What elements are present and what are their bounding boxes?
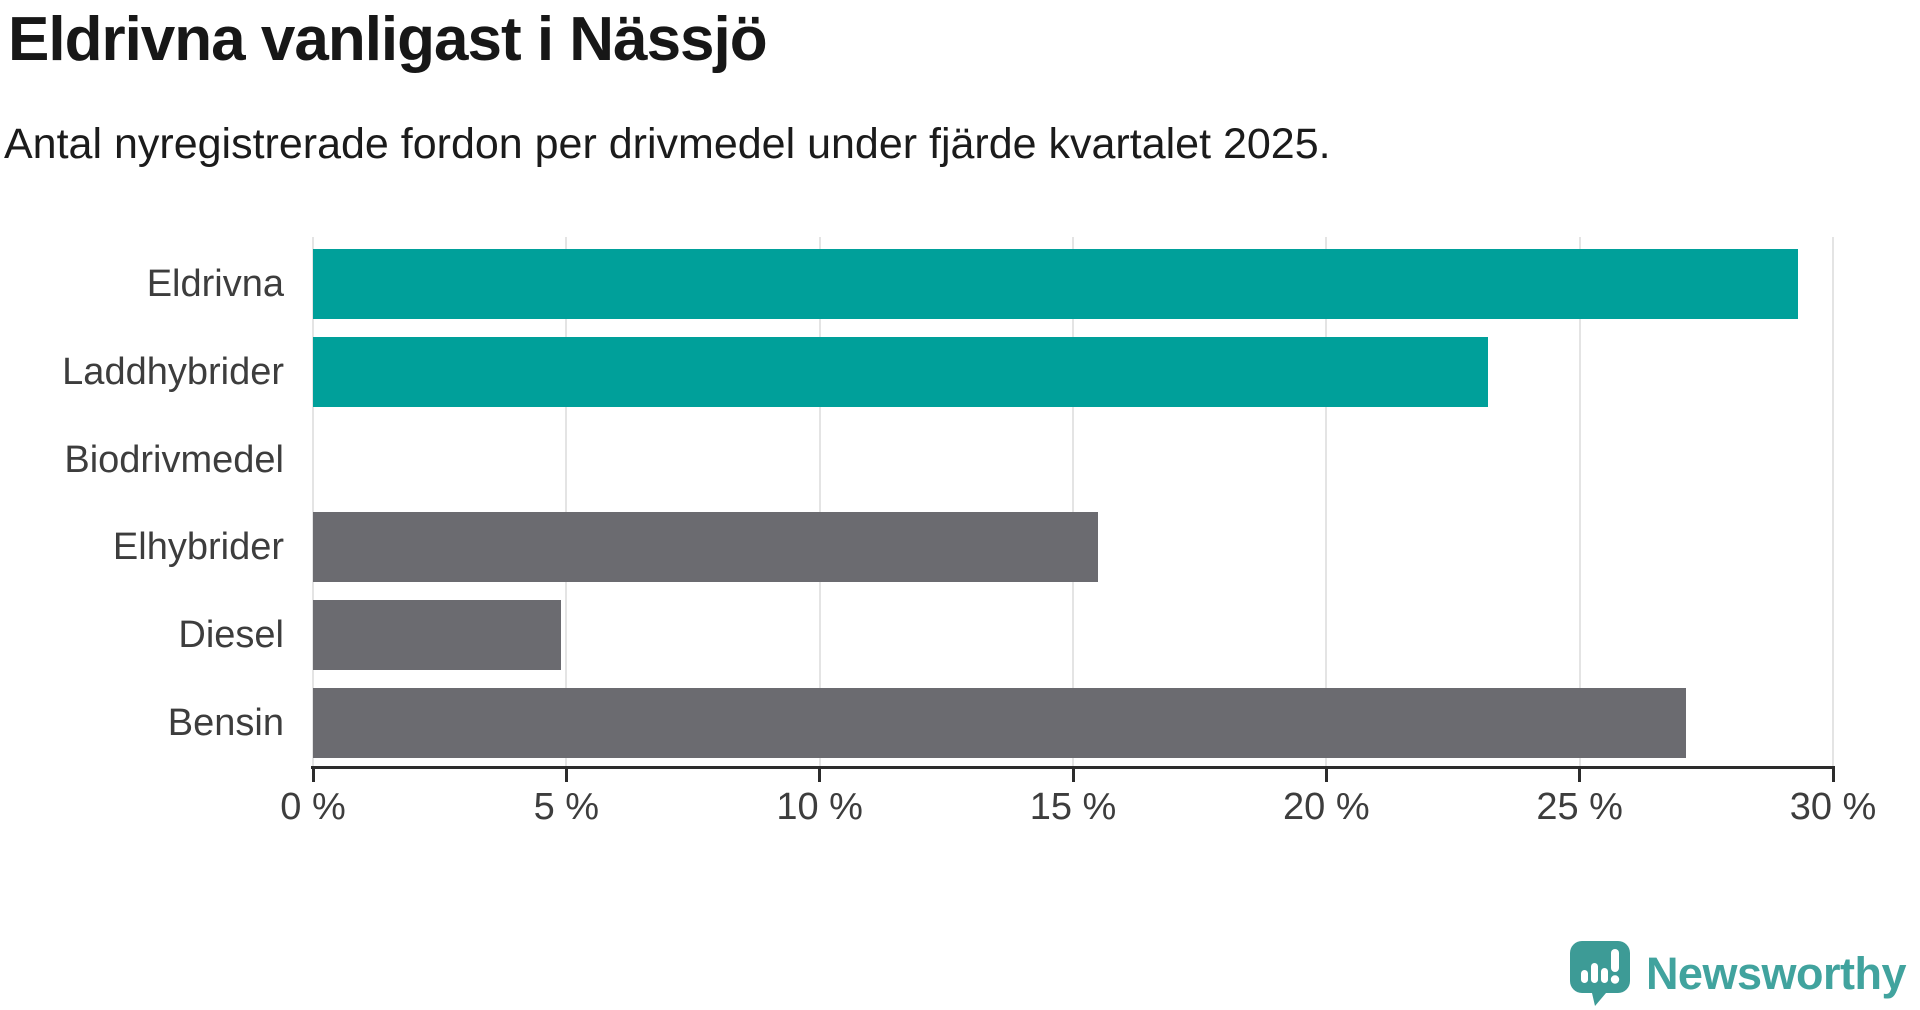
x-axis-tick-10 bbox=[818, 766, 822, 782]
category-axis-labels: Eldrivna Laddhybrider Biodrivmedel Elhybrid… bbox=[0, 237, 284, 766]
x-tick-label-15: 15 % bbox=[1029, 786, 1117, 828]
gridline-0 bbox=[312, 237, 314, 766]
bar-bensin bbox=[313, 688, 1687, 758]
x-axis-tick-5 bbox=[564, 766, 568, 782]
chart-title: Eldrivna vanligast i Nässjö bbox=[8, 5, 768, 74]
newsworthy-bar-chart-bubble-icon bbox=[1569, 941, 1630, 1006]
x-axis-tick-25 bbox=[1578, 766, 1582, 782]
x-tick-label-20: 20 % bbox=[1283, 786, 1370, 828]
bar-laddhybrider bbox=[313, 336, 1489, 407]
category-label-laddhybrider: Laddhybrider bbox=[62, 350, 284, 393]
bar-eldrivna bbox=[313, 249, 1798, 319]
bar-elhybrider bbox=[313, 512, 1099, 583]
gridline-20 bbox=[1325, 237, 1328, 766]
logo-wordmark: Newsworthy bbox=[1645, 948, 1907, 999]
x-tick-label-30: 30 % bbox=[1789, 786, 1877, 828]
category-label-diesel: Diesel bbox=[178, 614, 284, 657]
x-tick-label-0: 0 % bbox=[280, 786, 346, 828]
x-axis-tick-20 bbox=[1324, 766, 1328, 782]
branding: Newsworthy bbox=[1569, 941, 1907, 1006]
category-label-bensin: Bensin bbox=[167, 702, 284, 744]
gridline-5 bbox=[565, 237, 568, 766]
x-axis-tick-30 bbox=[1831, 766, 1835, 782]
category-label-biodrivmedel: Biodrivmedel bbox=[64, 438, 284, 481]
x-axis-tick-0 bbox=[311, 766, 315, 782]
plot-area: 0 % 5 % 10 % 15 % 20 % 25 % 30 % bbox=[280, 237, 1876, 828]
gridline-25 bbox=[1578, 237, 1581, 766]
gridline-15 bbox=[1072, 237, 1074, 766]
x-tick-label-25: 25 % bbox=[1536, 786, 1623, 828]
x-tick-label-10: 10 % bbox=[776, 786, 863, 828]
gridline-30 bbox=[1832, 237, 1834, 766]
category-label-elhybrider: Elhybrider bbox=[112, 526, 284, 569]
category-label-eldrivna: Eldrivna bbox=[146, 263, 284, 305]
x-axis-tick-15 bbox=[1071, 766, 1075, 782]
x-tick-label-5: 5 % bbox=[533, 786, 600, 828]
gridline-10 bbox=[818, 237, 821, 766]
bar-diesel bbox=[313, 600, 562, 671]
chart-subtitle: Antal nyregistrerade fordon per drivmede… bbox=[4, 120, 1331, 168]
